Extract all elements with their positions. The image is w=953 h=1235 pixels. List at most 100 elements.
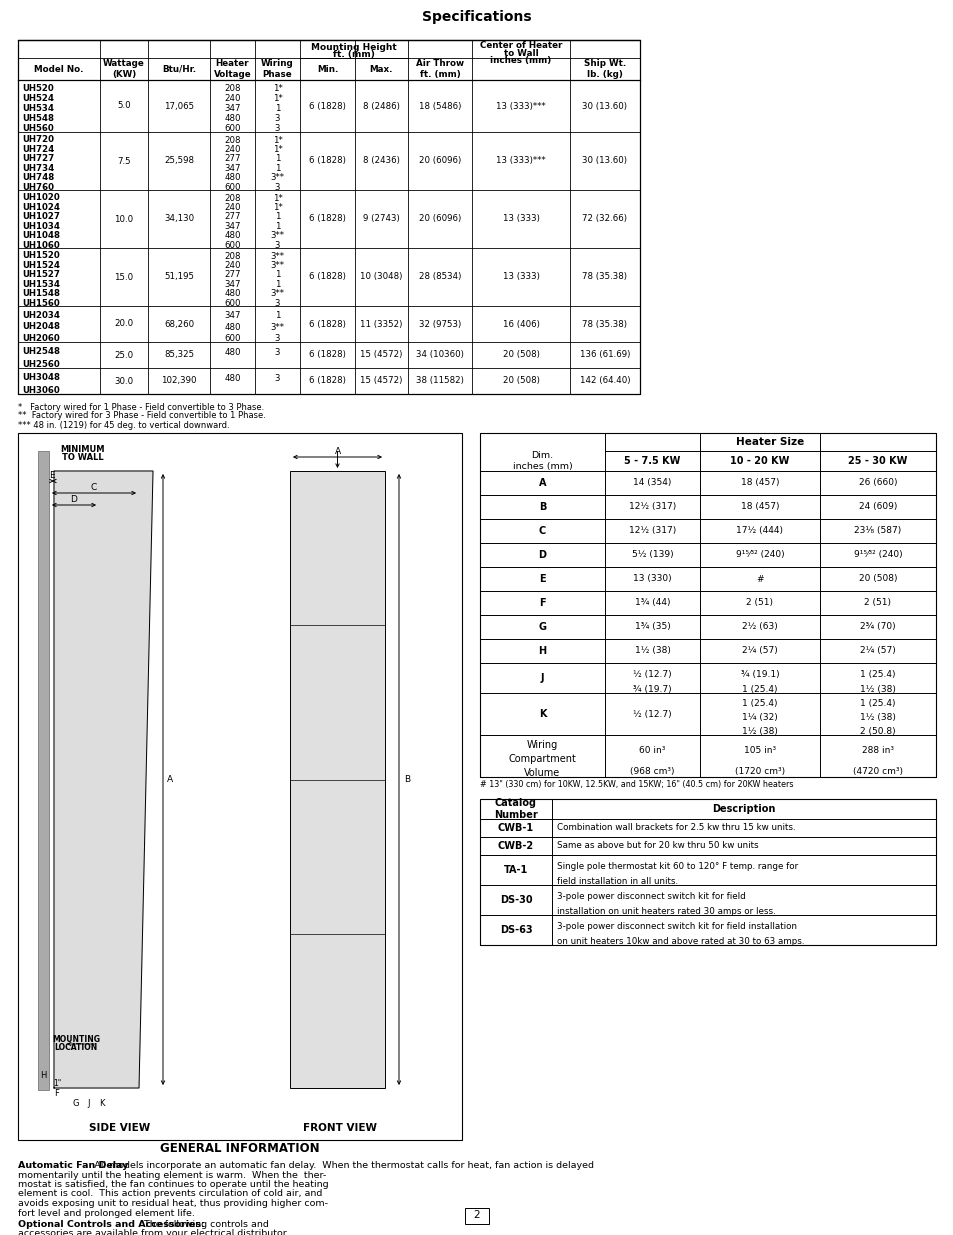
Text: momentarily until the heating element is warm.  When the  ther-: momentarily until the heating element is… bbox=[18, 1171, 326, 1179]
Text: 11 (3352): 11 (3352) bbox=[360, 320, 402, 329]
Text: #: # bbox=[756, 574, 763, 583]
Text: Btu/Hr.: Btu/Hr. bbox=[162, 64, 196, 74]
Text: 7.5: 7.5 bbox=[117, 157, 131, 165]
Text: Heater Size: Heater Size bbox=[736, 437, 803, 447]
Text: 10 (3048): 10 (3048) bbox=[360, 273, 402, 282]
Text: 347: 347 bbox=[224, 104, 240, 114]
Text: 1: 1 bbox=[274, 154, 280, 163]
Text: 102,390: 102,390 bbox=[161, 377, 196, 385]
Text: 347: 347 bbox=[224, 164, 240, 173]
Text: :  All models incorporate an automatic fan delay.  When the thermostat calls for: : All models incorporate an automatic fa… bbox=[85, 1161, 594, 1170]
Text: 78 (35.38): 78 (35.38) bbox=[582, 273, 627, 282]
Text: 2 (50.8): 2 (50.8) bbox=[860, 727, 895, 736]
Text: H: H bbox=[40, 1071, 47, 1079]
Text: B: B bbox=[403, 776, 410, 784]
Text: UH520: UH520 bbox=[22, 84, 53, 93]
Text: 5½ (139): 5½ (139) bbox=[631, 551, 673, 559]
Text: 1¾ (35): 1¾ (35) bbox=[634, 622, 670, 631]
Text: Ship Wt.
lb. (kg): Ship Wt. lb. (kg) bbox=[583, 59, 625, 79]
Text: UH2060: UH2060 bbox=[22, 333, 60, 343]
Text: 1: 1 bbox=[274, 104, 280, 114]
Text: 3-pole power disconnect switch kit for field: 3-pole power disconnect switch kit for f… bbox=[557, 892, 745, 900]
Text: 1*: 1* bbox=[273, 203, 282, 212]
Text: avoids exposing unit to residual heat, thus providing higher com-: avoids exposing unit to residual heat, t… bbox=[18, 1199, 328, 1208]
Text: 5 - 7.5 KW: 5 - 7.5 KW bbox=[623, 456, 680, 466]
Text: 1: 1 bbox=[274, 311, 280, 320]
Bar bbox=[290, 471, 385, 1088]
Text: 600: 600 bbox=[224, 125, 240, 133]
Text: UH1560: UH1560 bbox=[22, 299, 60, 308]
Text: MOUNTING: MOUNTING bbox=[52, 1035, 100, 1045]
Text: UH760: UH760 bbox=[22, 183, 54, 191]
Text: Dim.
inches (mm): Dim. inches (mm) bbox=[512, 451, 572, 471]
Text: *   Factory wired for 1 Phase - Field convertible to 3 Phase.: * Factory wired for 1 Phase - Field conv… bbox=[18, 403, 264, 411]
Text: LOCATION: LOCATION bbox=[54, 1044, 97, 1052]
Text: 2 (51): 2 (51) bbox=[863, 599, 890, 608]
Text: 277: 277 bbox=[224, 270, 240, 279]
Text: 1½ (38): 1½ (38) bbox=[860, 713, 895, 722]
Text: 3: 3 bbox=[274, 241, 280, 249]
Text: 240: 240 bbox=[224, 94, 240, 104]
Text: 25,598: 25,598 bbox=[164, 157, 193, 165]
Text: 25 - 30 KW: 25 - 30 KW bbox=[847, 456, 906, 466]
Text: 10 - 20 KW: 10 - 20 KW bbox=[730, 456, 789, 466]
Text: 3**: 3** bbox=[271, 289, 284, 298]
Text: 600: 600 bbox=[224, 241, 240, 249]
Text: 1: 1 bbox=[274, 280, 280, 289]
Text: Catalog
Number: Catalog Number bbox=[494, 798, 537, 820]
Text: 208: 208 bbox=[224, 136, 240, 144]
Text: 60 in³: 60 in³ bbox=[639, 746, 665, 756]
Text: Compartment: Compartment bbox=[508, 755, 576, 764]
Text: UH1048: UH1048 bbox=[22, 231, 60, 240]
Text: E: E bbox=[538, 574, 545, 584]
Text: 2¾ (70): 2¾ (70) bbox=[860, 622, 895, 631]
Text: 34,130: 34,130 bbox=[164, 215, 193, 224]
Text: TA-1: TA-1 bbox=[503, 864, 528, 876]
Text: UH1034: UH1034 bbox=[22, 221, 60, 231]
Text: (968 cm³): (968 cm³) bbox=[630, 767, 674, 777]
Text: UH2548: UH2548 bbox=[22, 347, 60, 357]
Text: mostat is satisfied, the fan continues to operate until the heating: mostat is satisfied, the fan continues t… bbox=[18, 1179, 328, 1189]
Text: 34 (10360): 34 (10360) bbox=[416, 351, 463, 359]
Text: field installation in all units.: field installation in all units. bbox=[557, 877, 678, 885]
Text: 288 in³: 288 in³ bbox=[862, 746, 893, 756]
Text: 1 (25.4): 1 (25.4) bbox=[741, 684, 777, 694]
Text: Combination wall brackets for 2.5 kw thru 15 kw units.: Combination wall brackets for 2.5 kw thr… bbox=[557, 824, 795, 832]
Text: D: D bbox=[537, 550, 546, 559]
Text: 10.0: 10.0 bbox=[114, 215, 133, 224]
Text: 600: 600 bbox=[224, 335, 240, 343]
Text: 2 (51): 2 (51) bbox=[745, 599, 773, 608]
Text: 13 (333): 13 (333) bbox=[502, 273, 538, 282]
Text: 480: 480 bbox=[224, 348, 240, 357]
Text: 3**: 3** bbox=[271, 173, 284, 183]
Text: 6 (1828): 6 (1828) bbox=[309, 351, 346, 359]
Text: 3**: 3** bbox=[271, 322, 284, 332]
Text: H: H bbox=[537, 646, 546, 656]
Text: 1½ (38): 1½ (38) bbox=[860, 684, 895, 694]
Text: UH734: UH734 bbox=[22, 163, 54, 173]
Text: to Wall: to Wall bbox=[503, 48, 537, 58]
Text: UH524: UH524 bbox=[22, 94, 54, 103]
Text: 6 (1828): 6 (1828) bbox=[309, 273, 346, 282]
Text: 20.0: 20.0 bbox=[114, 320, 133, 329]
Text: 68,260: 68,260 bbox=[164, 320, 193, 329]
Text: ft. (mm): ft. (mm) bbox=[333, 49, 375, 58]
Text: Model No.: Model No. bbox=[34, 64, 84, 74]
Text: GENERAL INFORMATION: GENERAL INFORMATION bbox=[160, 1141, 319, 1155]
Text: 3: 3 bbox=[274, 335, 280, 343]
Text: K: K bbox=[538, 709, 546, 719]
Text: fort level and prolonged element life.: fort level and prolonged element life. bbox=[18, 1209, 194, 1218]
Text: F: F bbox=[538, 598, 545, 608]
Text: 347: 347 bbox=[224, 280, 240, 289]
Text: 18 (5486): 18 (5486) bbox=[418, 101, 460, 110]
Bar bbox=[479, 433, 935, 777]
Text: 1: 1 bbox=[274, 270, 280, 279]
Text: UH1524: UH1524 bbox=[22, 261, 60, 269]
Text: J: J bbox=[88, 1099, 91, 1109]
Text: 3**: 3** bbox=[271, 261, 284, 270]
Text: UH2560: UH2560 bbox=[22, 359, 60, 369]
Text: 480: 480 bbox=[224, 173, 240, 183]
Text: 12½ (317): 12½ (317) bbox=[628, 526, 676, 536]
Text: ½ (12.7): ½ (12.7) bbox=[633, 709, 671, 719]
Text: FRONT VIEW: FRONT VIEW bbox=[303, 1123, 376, 1132]
